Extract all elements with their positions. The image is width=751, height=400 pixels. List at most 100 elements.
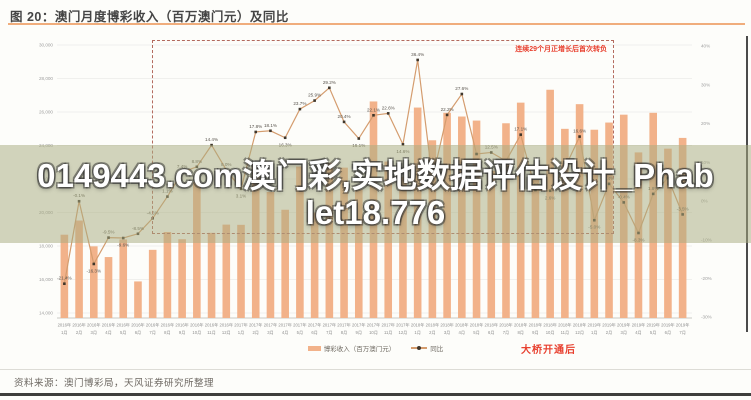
source-divider: [0, 369, 751, 370]
svg-text:8月: 8月: [517, 330, 524, 336]
svg-text:20.4%: 20.4%: [338, 114, 351, 119]
svg-text:2017年: 2017年: [352, 322, 366, 329]
svg-text:2018年: 2018年: [543, 322, 557, 329]
svg-text:2017年: 2017年: [381, 322, 395, 329]
svg-text:18,000: 18,000: [39, 244, 53, 249]
svg-text:26,000: 26,000: [39, 110, 53, 115]
svg-text:8月: 8月: [341, 330, 348, 336]
svg-text:1月: 1月: [61, 330, 68, 336]
svg-text:10月: 10月: [546, 330, 555, 336]
svg-text:16.6%: 16.6%: [573, 129, 586, 134]
legend-yoy-label: 同比: [430, 346, 444, 353]
svg-text:6月: 6月: [311, 330, 318, 336]
svg-text:2017年: 2017年: [337, 322, 351, 329]
svg-text:16.3%: 16.3%: [279, 142, 292, 147]
svg-text:7月: 7月: [149, 330, 156, 336]
svg-text:2018年: 2018年: [426, 322, 440, 329]
svg-text:2月: 2月: [606, 330, 613, 336]
svg-text:2016年: 2016年: [72, 322, 86, 329]
title-underline: [8, 23, 745, 25]
svg-text:2019年: 2019年: [676, 322, 690, 329]
svg-text:5月: 5月: [120, 330, 127, 336]
svg-text:3月: 3月: [267, 330, 274, 336]
svg-text:2016年: 2016年: [116, 322, 130, 329]
svg-text:3月: 3月: [91, 330, 98, 336]
svg-text:12月: 12月: [222, 330, 231, 336]
svg-text:2016年: 2016年: [131, 322, 145, 329]
svg-text:4月: 4月: [105, 330, 112, 336]
svg-text:2018年: 2018年: [558, 322, 572, 329]
line-swatch-icon: [411, 346, 428, 351]
svg-text:2018年: 2018年: [499, 322, 513, 329]
svg-text:7月: 7月: [326, 330, 333, 336]
svg-text:2016年: 2016年: [220, 322, 234, 329]
svg-text:2016年: 2016年: [58, 322, 72, 329]
svg-text:2月: 2月: [429, 330, 436, 336]
svg-text:7月: 7月: [679, 330, 686, 336]
svg-text:2017年: 2017年: [249, 322, 263, 329]
bar-swatch-icon: [307, 345, 321, 351]
svg-text:11月: 11月: [384, 330, 393, 336]
svg-text:2016年: 2016年: [161, 322, 175, 329]
svg-text:12月: 12月: [575, 330, 584, 336]
svg-text:25.9%: 25.9%: [308, 93, 321, 98]
bridge-opening-label: 大桥开通后: [521, 345, 576, 356]
svg-text:2019年: 2019年: [646, 322, 660, 329]
svg-text:2017年: 2017年: [264, 322, 278, 329]
svg-text:9月: 9月: [532, 330, 539, 336]
svg-text:1月: 1月: [591, 330, 598, 336]
svg-text:6月: 6月: [488, 330, 495, 336]
svg-text:3月: 3月: [620, 330, 627, 336]
svg-text:-20%: -20%: [701, 276, 712, 281]
legend-revenue-label: 博彩收入（百万澳门元）: [323, 346, 396, 353]
svg-text:9月: 9月: [179, 330, 186, 336]
svg-text:30,000: 30,000: [39, 43, 53, 48]
svg-text:10月: 10月: [192, 330, 201, 336]
svg-text:4月: 4月: [635, 330, 642, 336]
svg-text:2017年: 2017年: [278, 322, 292, 329]
svg-text:2016年: 2016年: [87, 322, 101, 329]
svg-text:2017年: 2017年: [367, 322, 381, 329]
svg-text:7月: 7月: [503, 330, 510, 336]
svg-text:22.6%: 22.6%: [382, 105, 395, 110]
legend-item-revenue: 博彩收入（百万澳门元）: [307, 343, 396, 353]
svg-text:2017年: 2017年: [396, 322, 410, 329]
watermark-line-2: let18.776: [305, 194, 446, 231]
svg-text:18.1%: 18.1%: [264, 123, 277, 128]
svg-text:6月: 6月: [135, 330, 142, 336]
bottom-rule: [0, 393, 751, 396]
svg-text:2019年: 2019年: [661, 322, 675, 329]
svg-text:3月: 3月: [444, 330, 451, 336]
legend-item-yoy: 同比: [411, 343, 443, 353]
svg-text:6月: 6月: [665, 330, 672, 336]
svg-text:-16.3%: -16.3%: [87, 268, 102, 273]
svg-text:-9.6%: -9.6%: [117, 243, 129, 248]
svg-text:-21.4%: -21.4%: [57, 276, 72, 281]
svg-text:2016年: 2016年: [146, 322, 160, 329]
svg-text:2018年: 2018年: [440, 322, 454, 329]
svg-text:14,000: 14,000: [39, 311, 53, 316]
svg-text:2016年: 2016年: [205, 322, 219, 329]
svg-text:5月: 5月: [297, 330, 304, 336]
svg-text:2019年: 2019年: [602, 322, 616, 329]
svg-text:-30%: -30%: [701, 315, 712, 320]
figure-title: 图 20：澳门月度博彩收入（百万澳门元）及同比: [10, 10, 289, 24]
svg-text:2017年: 2017年: [323, 322, 337, 329]
svg-text:29.2%: 29.2%: [323, 80, 336, 85]
svg-text:2月: 2月: [76, 330, 83, 336]
annotation-label: 连续29个月正增长后首次转负: [515, 46, 607, 53]
svg-text:2019年: 2019年: [632, 322, 646, 329]
svg-text:11月: 11月: [207, 330, 216, 336]
svg-text:16,000: 16,000: [39, 277, 53, 282]
svg-text:36.4%: 36.4%: [411, 52, 424, 57]
watermark-line-1: 0149443.com澳门彩,实地数据评估设计_Phab: [37, 157, 714, 194]
svg-text:8月: 8月: [164, 330, 171, 336]
svg-text:2018年: 2018年: [573, 322, 587, 329]
svg-text:23.7%: 23.7%: [293, 101, 306, 106]
svg-text:2016年: 2016年: [190, 322, 204, 329]
svg-text:11月: 11月: [561, 330, 570, 336]
svg-text:1月: 1月: [414, 330, 421, 336]
svg-text:9月: 9月: [356, 330, 363, 336]
svg-text:2018年: 2018年: [529, 322, 543, 329]
svg-text:2月: 2月: [252, 330, 259, 336]
